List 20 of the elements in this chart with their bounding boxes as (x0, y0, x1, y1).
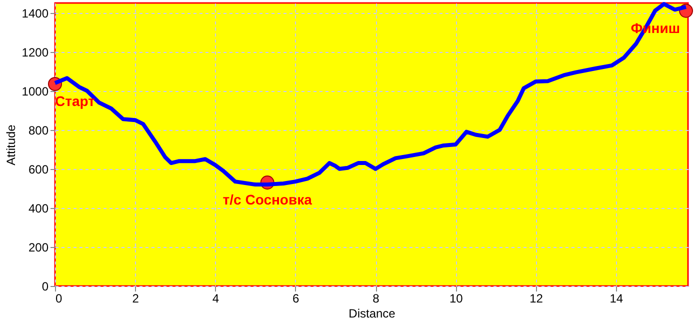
x-axis-title: Distance (348, 306, 396, 320)
x-tick-label: 0 (56, 292, 62, 306)
x-tick-label: 4 (212, 292, 220, 306)
annotation: Старт (55, 92, 96, 109)
x-tick-label: 2 (132, 292, 140, 306)
x-tick-label: 8 (372, 292, 380, 306)
x-tick-label: 12 (530, 292, 544, 306)
y-tick-label: 800 (28, 123, 49, 138)
y-tick-label: 1400 (22, 6, 49, 20)
x-tick-label: 10 (449, 292, 464, 306)
x-tick-label: 14 (610, 292, 624, 306)
y-tick-label: 1200 (22, 45, 49, 60)
y-tick-label: 600 (28, 162, 49, 176)
x-tick-label: 6 (292, 292, 300, 306)
y-tick-label: 200 (28, 240, 49, 254)
y-axis-title: Attitude (4, 124, 18, 166)
y-tick-label: 400 (28, 201, 49, 216)
y-tick-label: 0 (42, 280, 49, 294)
annotation: т/с Сосновка (222, 192, 312, 208)
y-tick-label: 1000 (22, 84, 49, 98)
